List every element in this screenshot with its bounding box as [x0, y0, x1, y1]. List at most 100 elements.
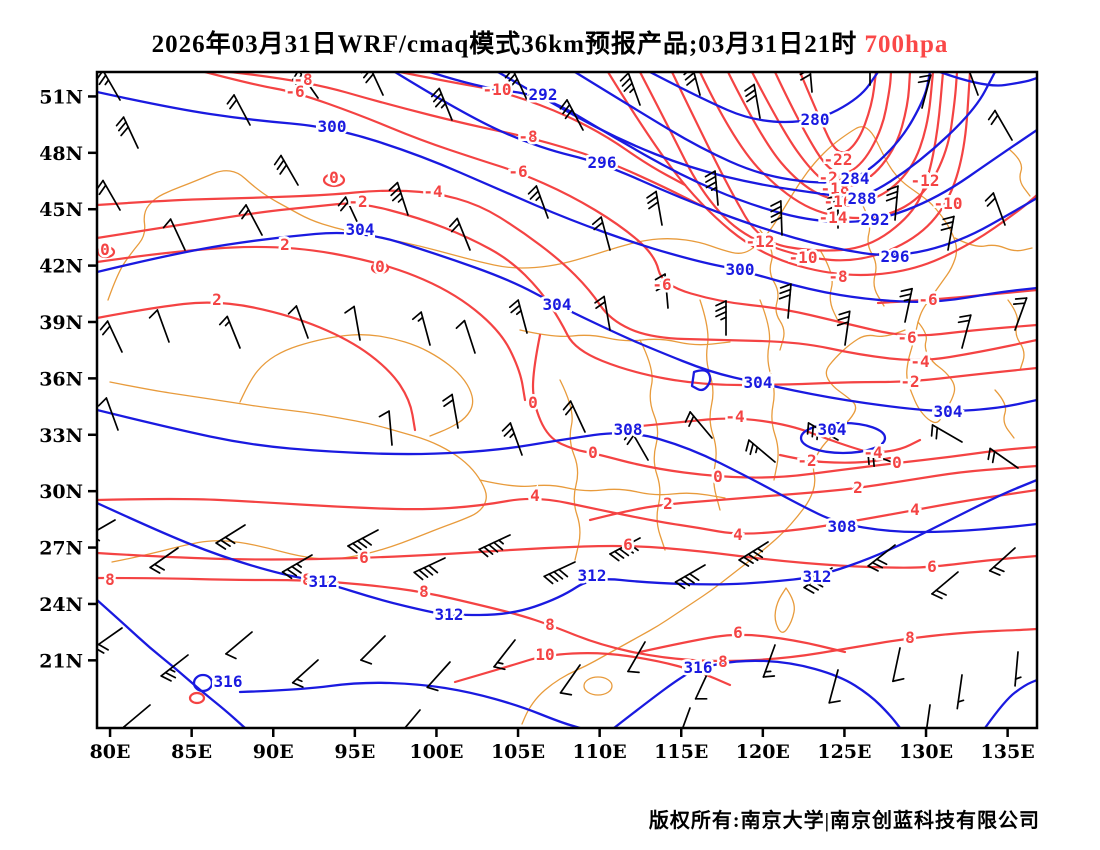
height-contour — [690, 369, 712, 392]
wind-barb — [378, 410, 393, 446]
wind-barb — [738, 541, 769, 567]
wind-barb-shaft — [694, 667, 711, 700]
wind-barb — [869, 72, 871, 86]
wind-barb — [704, 170, 719, 206]
height-contour — [97, 231, 1037, 413]
wind-barb-shaft — [295, 305, 309, 339]
temperature-label: -2 — [900, 372, 919, 391]
wind-barb-half-feather — [168, 668, 176, 673]
wind-barb-feather — [276, 159, 285, 171]
y-axis-label: 42N — [39, 256, 83, 278]
map-boundary-line — [1009, 149, 1031, 197]
wind-barb-feather — [565, 405, 574, 416]
temperature-label: -6 — [897, 328, 916, 347]
wind-barb-feather — [501, 422, 512, 432]
temperature-label: 8 — [718, 652, 728, 671]
wind-barb-feather — [705, 181, 717, 189]
wind-barb-feather — [493, 665, 506, 671]
wind-barb-feather — [900, 287, 913, 293]
wind-barb-feather — [984, 192, 995, 202]
wind-barb-feather — [886, 185, 899, 191]
wind-barb-feather — [654, 273, 666, 281]
wind-barb-half-feather — [104, 79, 110, 86]
wind-barb-feather — [1014, 297, 1028, 300]
wind-barb — [426, 661, 451, 692]
wind-barb-feather — [816, 427, 819, 441]
wind-barb — [694, 667, 711, 700]
wind-barb — [149, 547, 179, 574]
wind-barb-feather — [291, 681, 304, 688]
temperature-label: 0 — [329, 168, 339, 187]
wind-barb-feather — [102, 325, 111, 336]
height-contour — [238, 681, 582, 728]
temperature-contour — [97, 202, 1037, 387]
wind-barb-feather — [226, 94, 235, 105]
wind-barb-feather — [752, 550, 764, 559]
wind-barb — [988, 547, 1016, 576]
wind-barb-half-feather — [397, 197, 404, 203]
wind-barb-feather — [684, 411, 691, 423]
wind-barb-feather — [273, 154, 282, 166]
wind-barb-feather — [591, 216, 603, 226]
map-boundary-line — [583, 676, 613, 696]
wind-barb — [430, 87, 453, 121]
wind-barb — [97, 397, 119, 431]
wind-barb-shaft — [463, 319, 476, 354]
wind-barb-half-feather — [720, 316, 727, 321]
height-contour — [97, 408, 1037, 534]
wind-barb-feather — [800, 73, 812, 81]
wind-barb-half-feather — [629, 87, 635, 94]
x-axis-label: 135E — [981, 741, 1035, 763]
wind-barb-feather — [623, 82, 633, 92]
wind-barb-shaft — [403, 709, 421, 728]
height-label: 304 — [818, 420, 847, 439]
wind-barb-feather — [279, 164, 288, 175]
temperature-contour — [203, 72, 1037, 337]
wind-barb — [925, 704, 931, 728]
wind-barb-feather — [623, 429, 632, 441]
wind-barb-shaft — [388, 410, 393, 446]
temperature-contour — [588, 464, 1037, 522]
wind-barb-feather — [388, 181, 399, 192]
wind-barb-feather — [455, 319, 466, 330]
wind-barb — [97, 627, 123, 654]
wind-barb-feather — [559, 692, 573, 696]
wind-barb-shaft — [828, 669, 839, 704]
wind-barb-feather — [991, 450, 996, 464]
plot-frame — [95, 70, 1039, 730]
wind-barb — [917, 74, 932, 109]
temperature-contour — [97, 245, 527, 402]
wind-barb-feather — [917, 79, 931, 84]
wind-barb-feather — [872, 454, 875, 468]
wind-barb — [115, 116, 139, 149]
wind-barb-feather — [941, 221, 954, 226]
height-label: 312 — [578, 566, 607, 585]
wind-barb — [799, 72, 813, 93]
wind-barb — [806, 422, 839, 441]
map-boundary-line — [774, 587, 795, 633]
wind-barb-shaft — [156, 309, 170, 343]
wind-barb-feather — [238, 204, 247, 215]
map-boundary-line — [819, 249, 841, 326]
temperature-label: -6 — [285, 82, 304, 101]
y-axis-label: 36N — [39, 368, 83, 390]
x-axis-label: 85E — [171, 741, 212, 763]
wind-barb-feather — [828, 700, 841, 704]
wind-barb-feather — [149, 566, 161, 574]
wind-barb-feather — [742, 556, 754, 564]
wind-barb-feather — [593, 221, 604, 231]
wind-barb-feather — [337, 196, 347, 207]
temperature-contour — [97, 301, 417, 432]
wind-barb — [836, 310, 851, 346]
temperature-label: -18 — [821, 179, 850, 198]
wind-barb-feather — [827, 209, 839, 216]
wind-barb-feather — [347, 545, 358, 554]
temperature-contour — [750, 72, 912, 188]
y-axis-label: 45N — [39, 199, 83, 221]
copyright-footer: 版权所有:南京大学|南京创蓝科技有限公司 — [648, 810, 1040, 832]
wind-barb-feather — [478, 548, 489, 558]
wind-barb-half-feather — [496, 661, 504, 665]
wind-barb-shaft — [956, 674, 963, 710]
chart-title-level: 700hpa — [864, 31, 949, 58]
